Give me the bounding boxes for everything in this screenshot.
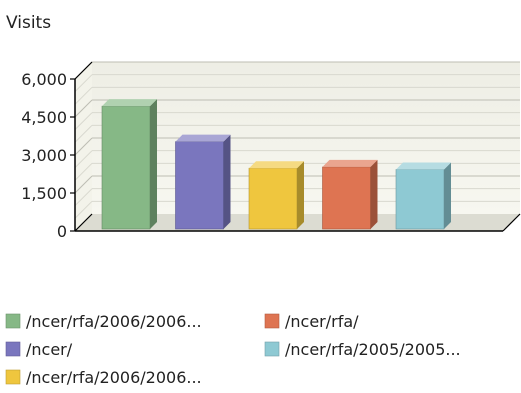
floor-right-edge: [502, 213, 521, 232]
legend-swatch: [5, 313, 21, 329]
legend-label: /ncer/rfa/2006/2006...: [26, 312, 202, 331]
gridline-side: [74, 124, 93, 143]
y-axis-label: Visits: [6, 13, 51, 33]
bar-top: [249, 161, 304, 169]
legend-label: /ncer/rfa/: [285, 312, 359, 331]
bar-side: [444, 162, 451, 229]
bar-side: [297, 161, 304, 229]
floor-side-edge: [74, 213, 93, 232]
legend-swatch: [264, 341, 280, 357]
legend-label: /ncer/rfa/2005/2005...: [285, 340, 461, 359]
bar: [248, 167, 298, 230]
bar-top: [322, 159, 378, 167]
y-tick-label: 1,500: [21, 184, 67, 203]
bar-side: [370, 159, 378, 229]
gridline-side: [74, 86, 93, 105]
gridline-side: [74, 162, 93, 181]
legend-swatch: [5, 341, 21, 357]
bar-side: [150, 99, 157, 229]
y-tick-label: 0: [57, 222, 67, 241]
bar-side: [223, 134, 231, 229]
legend-label: /ncer/rfa/2006/2006...: [26, 368, 202, 387]
gridline-side: [74, 175, 93, 194]
legend-swatch: [5, 369, 21, 385]
gridline-side: [74, 188, 93, 207]
legend-label: /ncer/: [26, 340, 73, 359]
bar: [322, 166, 371, 230]
gridline-side: [74, 200, 93, 219]
legend-swatch: [264, 313, 280, 329]
bar-top: [175, 134, 231, 142]
bar: [101, 105, 151, 230]
gridline-side: [74, 137, 93, 156]
top-side-edge: [74, 61, 93, 80]
bar: [395, 169, 445, 230]
gridline-side: [74, 150, 93, 169]
y-tick-label: 4,500: [21, 108, 67, 127]
y-tick-label: 3,000: [21, 146, 67, 165]
bar-top: [396, 162, 451, 170]
y-tick-label: 6,000: [21, 70, 67, 89]
gridline-side: [74, 74, 93, 93]
bar-top: [102, 99, 157, 107]
gridline-side: [74, 99, 93, 118]
gridline-side: [74, 112, 93, 131]
bar: [175, 141, 224, 230]
